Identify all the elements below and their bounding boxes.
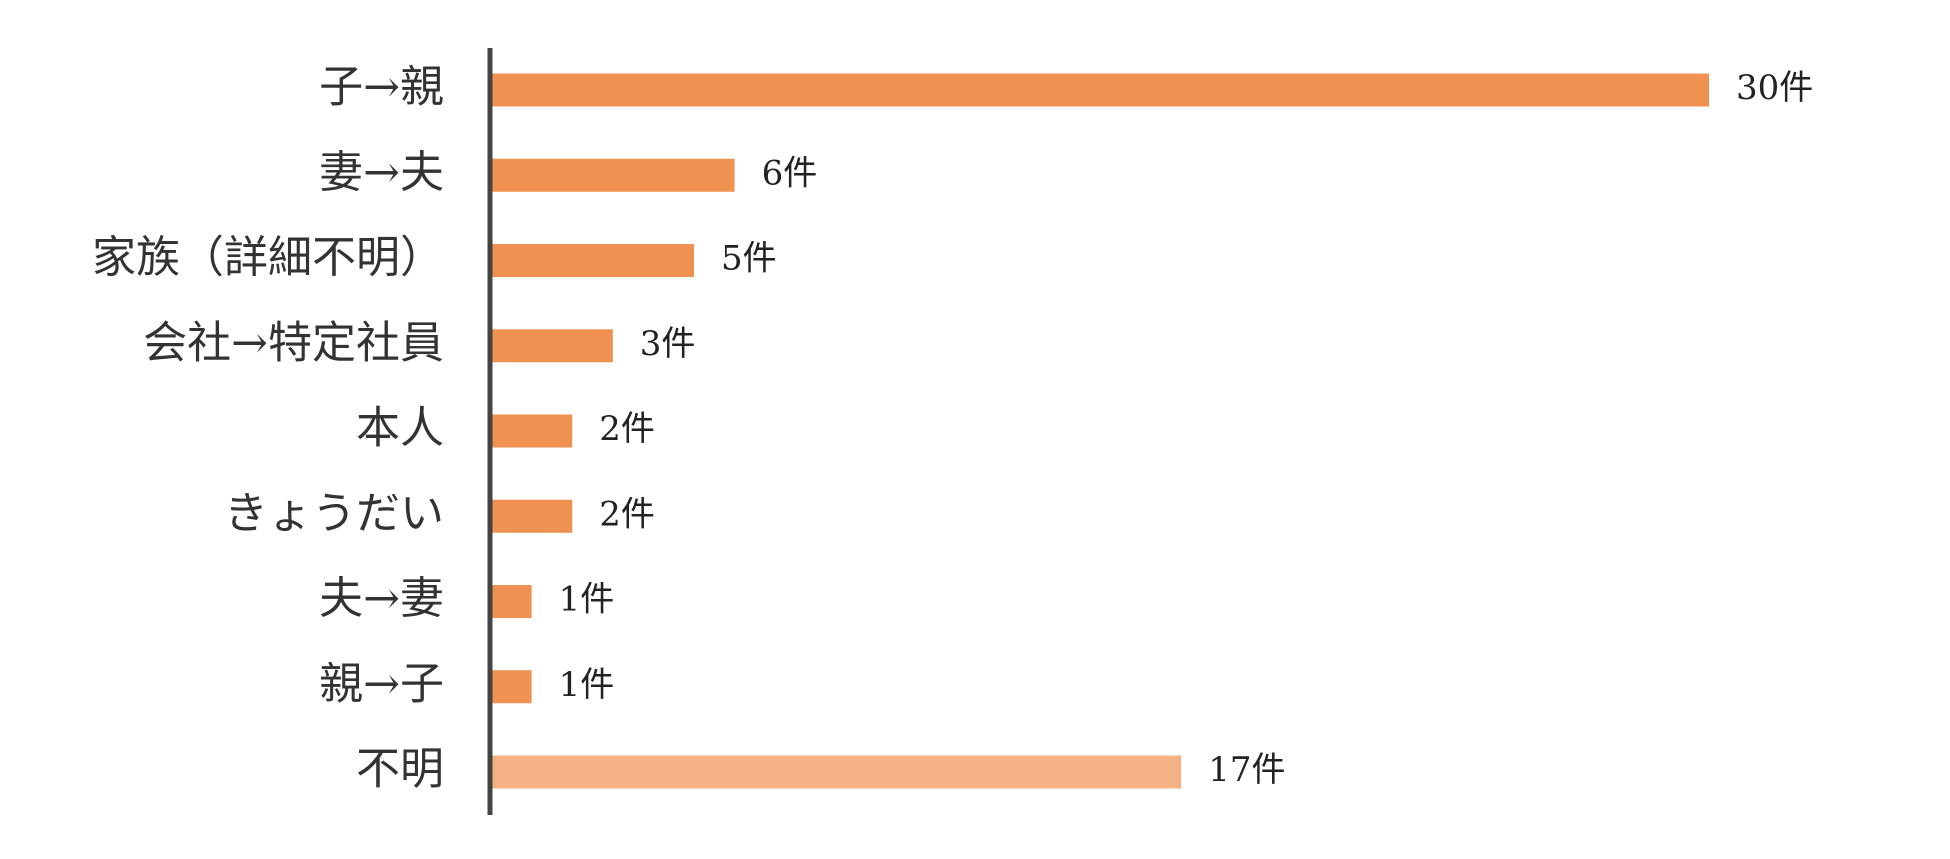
bar	[491, 499, 573, 533]
value-label: 30件	[1736, 68, 1813, 108]
category-label: 親→子	[319, 658, 444, 709]
bar	[491, 329, 613, 363]
category-label: 家族（詳細不明）	[92, 232, 444, 283]
bar	[491, 414, 573, 448]
value-label: 5件	[721, 239, 777, 279]
bar	[491, 244, 694, 277]
value-label: 2件	[599, 494, 655, 534]
bar	[491, 585, 532, 618]
bar	[491, 755, 1182, 789]
bar	[491, 158, 735, 192]
category-label: 子→親	[319, 62, 444, 113]
bar	[491, 670, 532, 704]
category-label: 本人	[356, 403, 444, 454]
category-label: きょうだい	[224, 488, 444, 539]
value-label: 1件	[559, 580, 615, 620]
category-label: 夫→妻	[319, 573, 444, 624]
value-label: 6件	[762, 153, 818, 193]
value-label: 2件	[599, 409, 655, 449]
value-label: 3件	[640, 324, 696, 364]
category-label: 妻→夫	[319, 147, 444, 198]
value-label: 1件	[559, 665, 615, 705]
category-label: 不明	[356, 744, 444, 795]
bar	[491, 73, 1709, 107]
value-label: 17件	[1208, 750, 1285, 790]
category-label: 会社→特定社員	[143, 317, 444, 368]
